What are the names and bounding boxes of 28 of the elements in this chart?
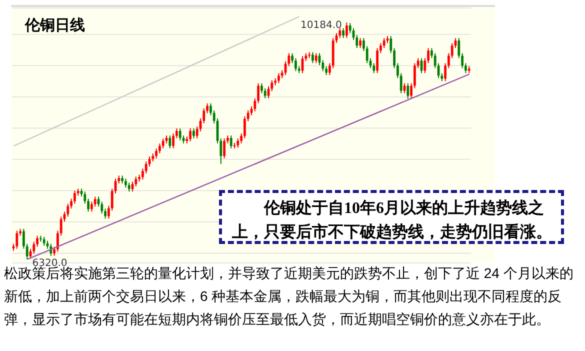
candlestick xyxy=(189,128,192,142)
candlestick xyxy=(312,52,314,64)
candlestick xyxy=(230,134,232,149)
candlestick xyxy=(162,138,164,149)
candlestick xyxy=(74,190,76,204)
candlestick xyxy=(94,196,96,208)
candlestick xyxy=(260,82,263,94)
candlestick xyxy=(155,148,158,159)
candlestick xyxy=(314,52,318,64)
candlestick xyxy=(16,230,18,250)
candlestick xyxy=(403,82,406,94)
candlestick xyxy=(66,203,70,218)
candlestick xyxy=(278,72,280,84)
candlestick xyxy=(172,132,174,149)
candlestick xyxy=(264,88,266,99)
candlestick xyxy=(359,38,362,49)
candlestick xyxy=(236,138,240,148)
candlestick xyxy=(346,22,348,38)
text: 伦铜日线 xyxy=(25,16,85,35)
candlestick xyxy=(192,128,195,139)
annotation: 10184.0 xyxy=(300,20,342,32)
candlestick xyxy=(178,128,182,141)
candlestick xyxy=(382,38,386,49)
candlestick xyxy=(406,82,410,100)
candlestick xyxy=(342,28,344,38)
candlestick xyxy=(223,138,226,159)
candlestick xyxy=(168,134,172,149)
annotation: 伦铜处于自10年6月以来的上升趋势线之上，只要后市不下破趋势线，走势仍旧看涨。 xyxy=(219,190,564,244)
